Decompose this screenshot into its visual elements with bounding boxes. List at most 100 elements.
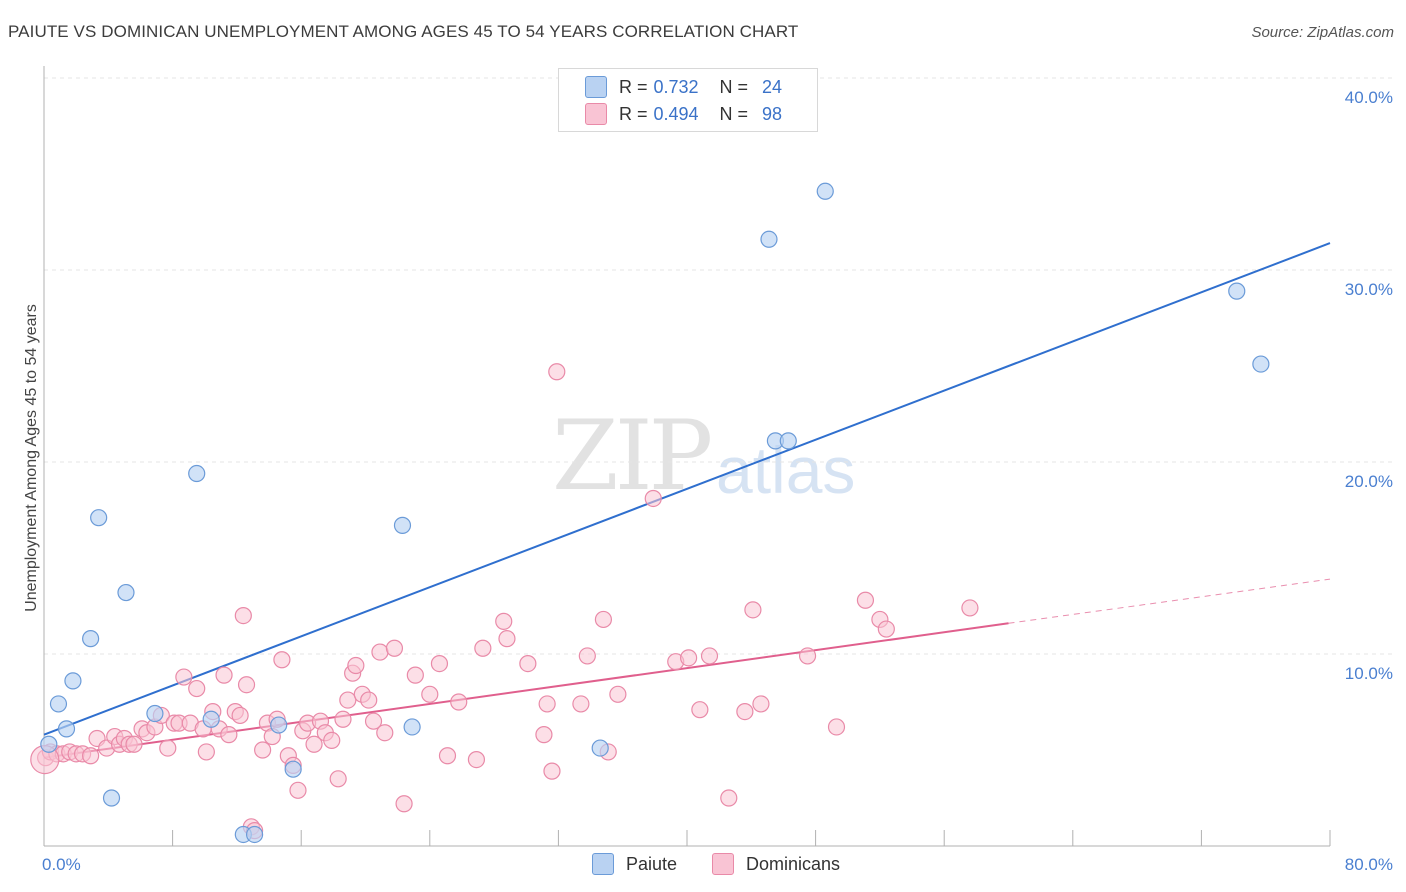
paiute-point bbox=[270, 716, 288, 734]
paiute-point bbox=[49, 695, 68, 713]
correlation-legend: R = 0.732 N = 24 R = 0.494 N = 98 bbox=[558, 68, 818, 132]
dominicans-point bbox=[691, 701, 709, 719]
dominicans-point bbox=[798, 647, 817, 665]
paiute-point bbox=[760, 230, 778, 248]
paiute-legend-swatch bbox=[592, 853, 614, 875]
dominicans-point bbox=[334, 710, 352, 728]
dominicans-n-value: 98 bbox=[762, 103, 783, 124]
gridlines bbox=[44, 77, 1392, 655]
paiute-point bbox=[117, 583, 135, 602]
paiute-point bbox=[1252, 355, 1270, 373]
paiute-point bbox=[57, 720, 76, 738]
dominicans-point bbox=[159, 739, 177, 757]
paiute-point bbox=[188, 464, 206, 483]
bottom-legend-dominicans: Dominicans bbox=[712, 852, 840, 876]
dominicans-point bbox=[125, 735, 143, 753]
dominicans-point bbox=[438, 747, 457, 765]
dominicans-point bbox=[680, 649, 698, 667]
dominicans-point bbox=[82, 747, 100, 765]
dominicans-points bbox=[30, 363, 979, 840]
paiute-point bbox=[64, 672, 82, 690]
dominicans-point bbox=[609, 685, 627, 703]
dominicans-point bbox=[474, 639, 492, 657]
x-tick-label: 0.0% bbox=[42, 855, 81, 874]
n-label: N = bbox=[719, 76, 749, 97]
dominicans-point bbox=[495, 612, 513, 630]
dominicans-point bbox=[538, 695, 556, 713]
dominicans-point bbox=[572, 695, 590, 713]
legend-row-dominicans: R = 0.494 N = 98 bbox=[585, 102, 782, 126]
dominicans-point bbox=[752, 695, 770, 713]
r-label: R = bbox=[619, 76, 648, 97]
paiute-point bbox=[1228, 282, 1246, 300]
dominicans-point bbox=[720, 789, 738, 807]
y-tick-label: 30.0% bbox=[1345, 280, 1393, 299]
paiute-n-value: 24 bbox=[762, 76, 783, 97]
dominicans-point bbox=[360, 691, 378, 709]
dominicans-point bbox=[347, 656, 365, 675]
paiute-point bbox=[102, 789, 121, 807]
r-label: R = bbox=[619, 103, 648, 124]
dominicans-point bbox=[188, 679, 206, 698]
dominicans-point bbox=[450, 693, 468, 711]
paiute-point bbox=[40, 735, 58, 753]
dominicans-point bbox=[827, 718, 846, 736]
legend-row-paiute: R = 0.732 N = 24 bbox=[585, 75, 782, 99]
bottom-legend-paiute: Paiute bbox=[592, 852, 677, 876]
paiute-swatch bbox=[585, 76, 607, 98]
axes bbox=[43, 66, 1331, 847]
paiute-point bbox=[591, 739, 609, 757]
paiute-trend-line bbox=[43, 242, 1331, 736]
dominicans-point bbox=[421, 685, 439, 703]
paiute-points bbox=[40, 182, 1270, 844]
n-label: N = bbox=[719, 103, 749, 124]
dominicans-point bbox=[700, 647, 719, 665]
dominicans-point bbox=[237, 676, 256, 694]
dominicans-point bbox=[254, 741, 272, 759]
paiute-point bbox=[90, 509, 108, 527]
dominicans-point bbox=[535, 726, 553, 744]
paiute-point bbox=[816, 182, 834, 200]
y-tick-label: 40.0% bbox=[1345, 88, 1393, 107]
dominicans-point bbox=[329, 770, 347, 788]
dominicans-point bbox=[371, 643, 389, 661]
tick-labels: 10.0% 20.0% 30.0% 40.0% 0.0% 80.0% bbox=[42, 88, 1393, 874]
dominicans-swatch bbox=[585, 103, 607, 125]
dominicans-point bbox=[467, 750, 486, 769]
y-tick-label: 20.0% bbox=[1345, 472, 1393, 491]
paiute-point bbox=[284, 760, 302, 778]
trend-lines bbox=[43, 242, 1331, 759]
y-axis-label: Unemployment Among Ages 45 to 54 years bbox=[23, 304, 40, 612]
paiute-point bbox=[202, 710, 220, 728]
dominicans-point bbox=[364, 712, 383, 730]
dominicans-point bbox=[273, 651, 291, 669]
dominicans-point bbox=[215, 666, 233, 684]
dominicans-point bbox=[430, 654, 449, 673]
dominicans-point bbox=[543, 762, 561, 780]
y-tick-label: 10.0% bbox=[1345, 664, 1393, 683]
dominicans-point bbox=[234, 606, 252, 625]
dominicans-point bbox=[289, 781, 307, 799]
dominicans-legend-label: Dominicans bbox=[746, 853, 841, 874]
dominicans-trend-extension bbox=[1008, 578, 1331, 624]
dominicans-point bbox=[594, 610, 613, 629]
paiute-point bbox=[146, 704, 164, 723]
dominicans-point bbox=[736, 702, 754, 721]
dominicans-point bbox=[197, 743, 215, 761]
source-label: Source: ZipAtlas.com bbox=[1251, 24, 1394, 41]
dominicans-point bbox=[744, 601, 762, 619]
dominicans-point bbox=[519, 654, 537, 673]
paiute-point bbox=[82, 630, 100, 648]
dominicans-point bbox=[220, 726, 238, 744]
x-tick-label: 80.0% bbox=[1345, 855, 1393, 874]
dominicans-point bbox=[376, 724, 394, 742]
dominicans-point bbox=[323, 731, 341, 750]
dominicans-point bbox=[548, 363, 566, 381]
dominicans-point bbox=[395, 795, 413, 813]
dominicans-point bbox=[498, 630, 516, 648]
watermark-zip: ZIP bbox=[552, 400, 713, 512]
paiute-point bbox=[403, 718, 421, 736]
dominicans-point bbox=[578, 647, 596, 665]
dominicans-point bbox=[339, 691, 357, 709]
